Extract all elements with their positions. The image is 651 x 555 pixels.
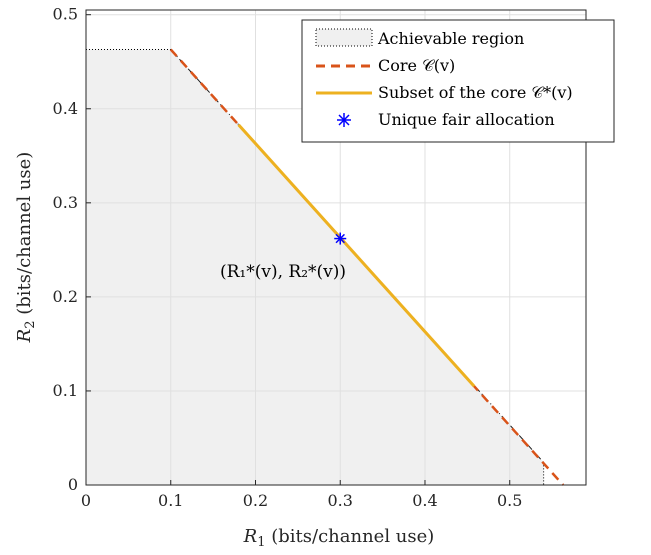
y-tick-label: 0.1 [53,381,78,400]
y-tick-label: 0.4 [53,99,78,118]
legend-marker-fair [337,113,351,127]
x-axis-label-sub: 1 [257,535,265,550]
y-tick-label: 0.3 [53,193,78,212]
x-tick-label: 0.5 [497,491,522,510]
legend-label-subset: Subset of the core 𝒞*(v) [378,83,573,102]
x-axis-label-var: R [243,526,258,547]
y-tick-label: 0 [68,475,78,494]
x-tick-label: 0.2 [243,491,268,510]
x-tick-label: 0 [81,491,91,510]
legend-label-region: Achievable region [377,29,524,48]
legend-swatch-region [316,29,372,46]
y-axis-label: R2 (bits/channel use) [14,152,38,344]
x-tick-label: 0.1 [158,491,183,510]
x-tick-label: 0.4 [412,491,437,510]
fair-allocation-annotation: (R₁*(v), R₂*(v)) [220,262,346,282]
legend-label-fair: Unique fair allocation [378,110,555,129]
y-tick-label: 0.2 [53,287,78,306]
x-axis-label: R1 (bits/channel use) [243,526,435,550]
legend: Achievable region Core 𝒞(v) Subset of th… [302,20,614,142]
y-axis-label-rest: (bits/channel use) [14,152,35,321]
y-axis-label-sub: 2 [23,320,38,328]
x-axis-label-rest: (bits/channel use) [266,526,435,547]
legend-label-core: Core 𝒞(v) [378,56,455,75]
y-tick-label: 0.5 [53,5,78,24]
y-axis-label-var: R [14,329,35,344]
x-tick-label: 0.3 [328,491,353,510]
